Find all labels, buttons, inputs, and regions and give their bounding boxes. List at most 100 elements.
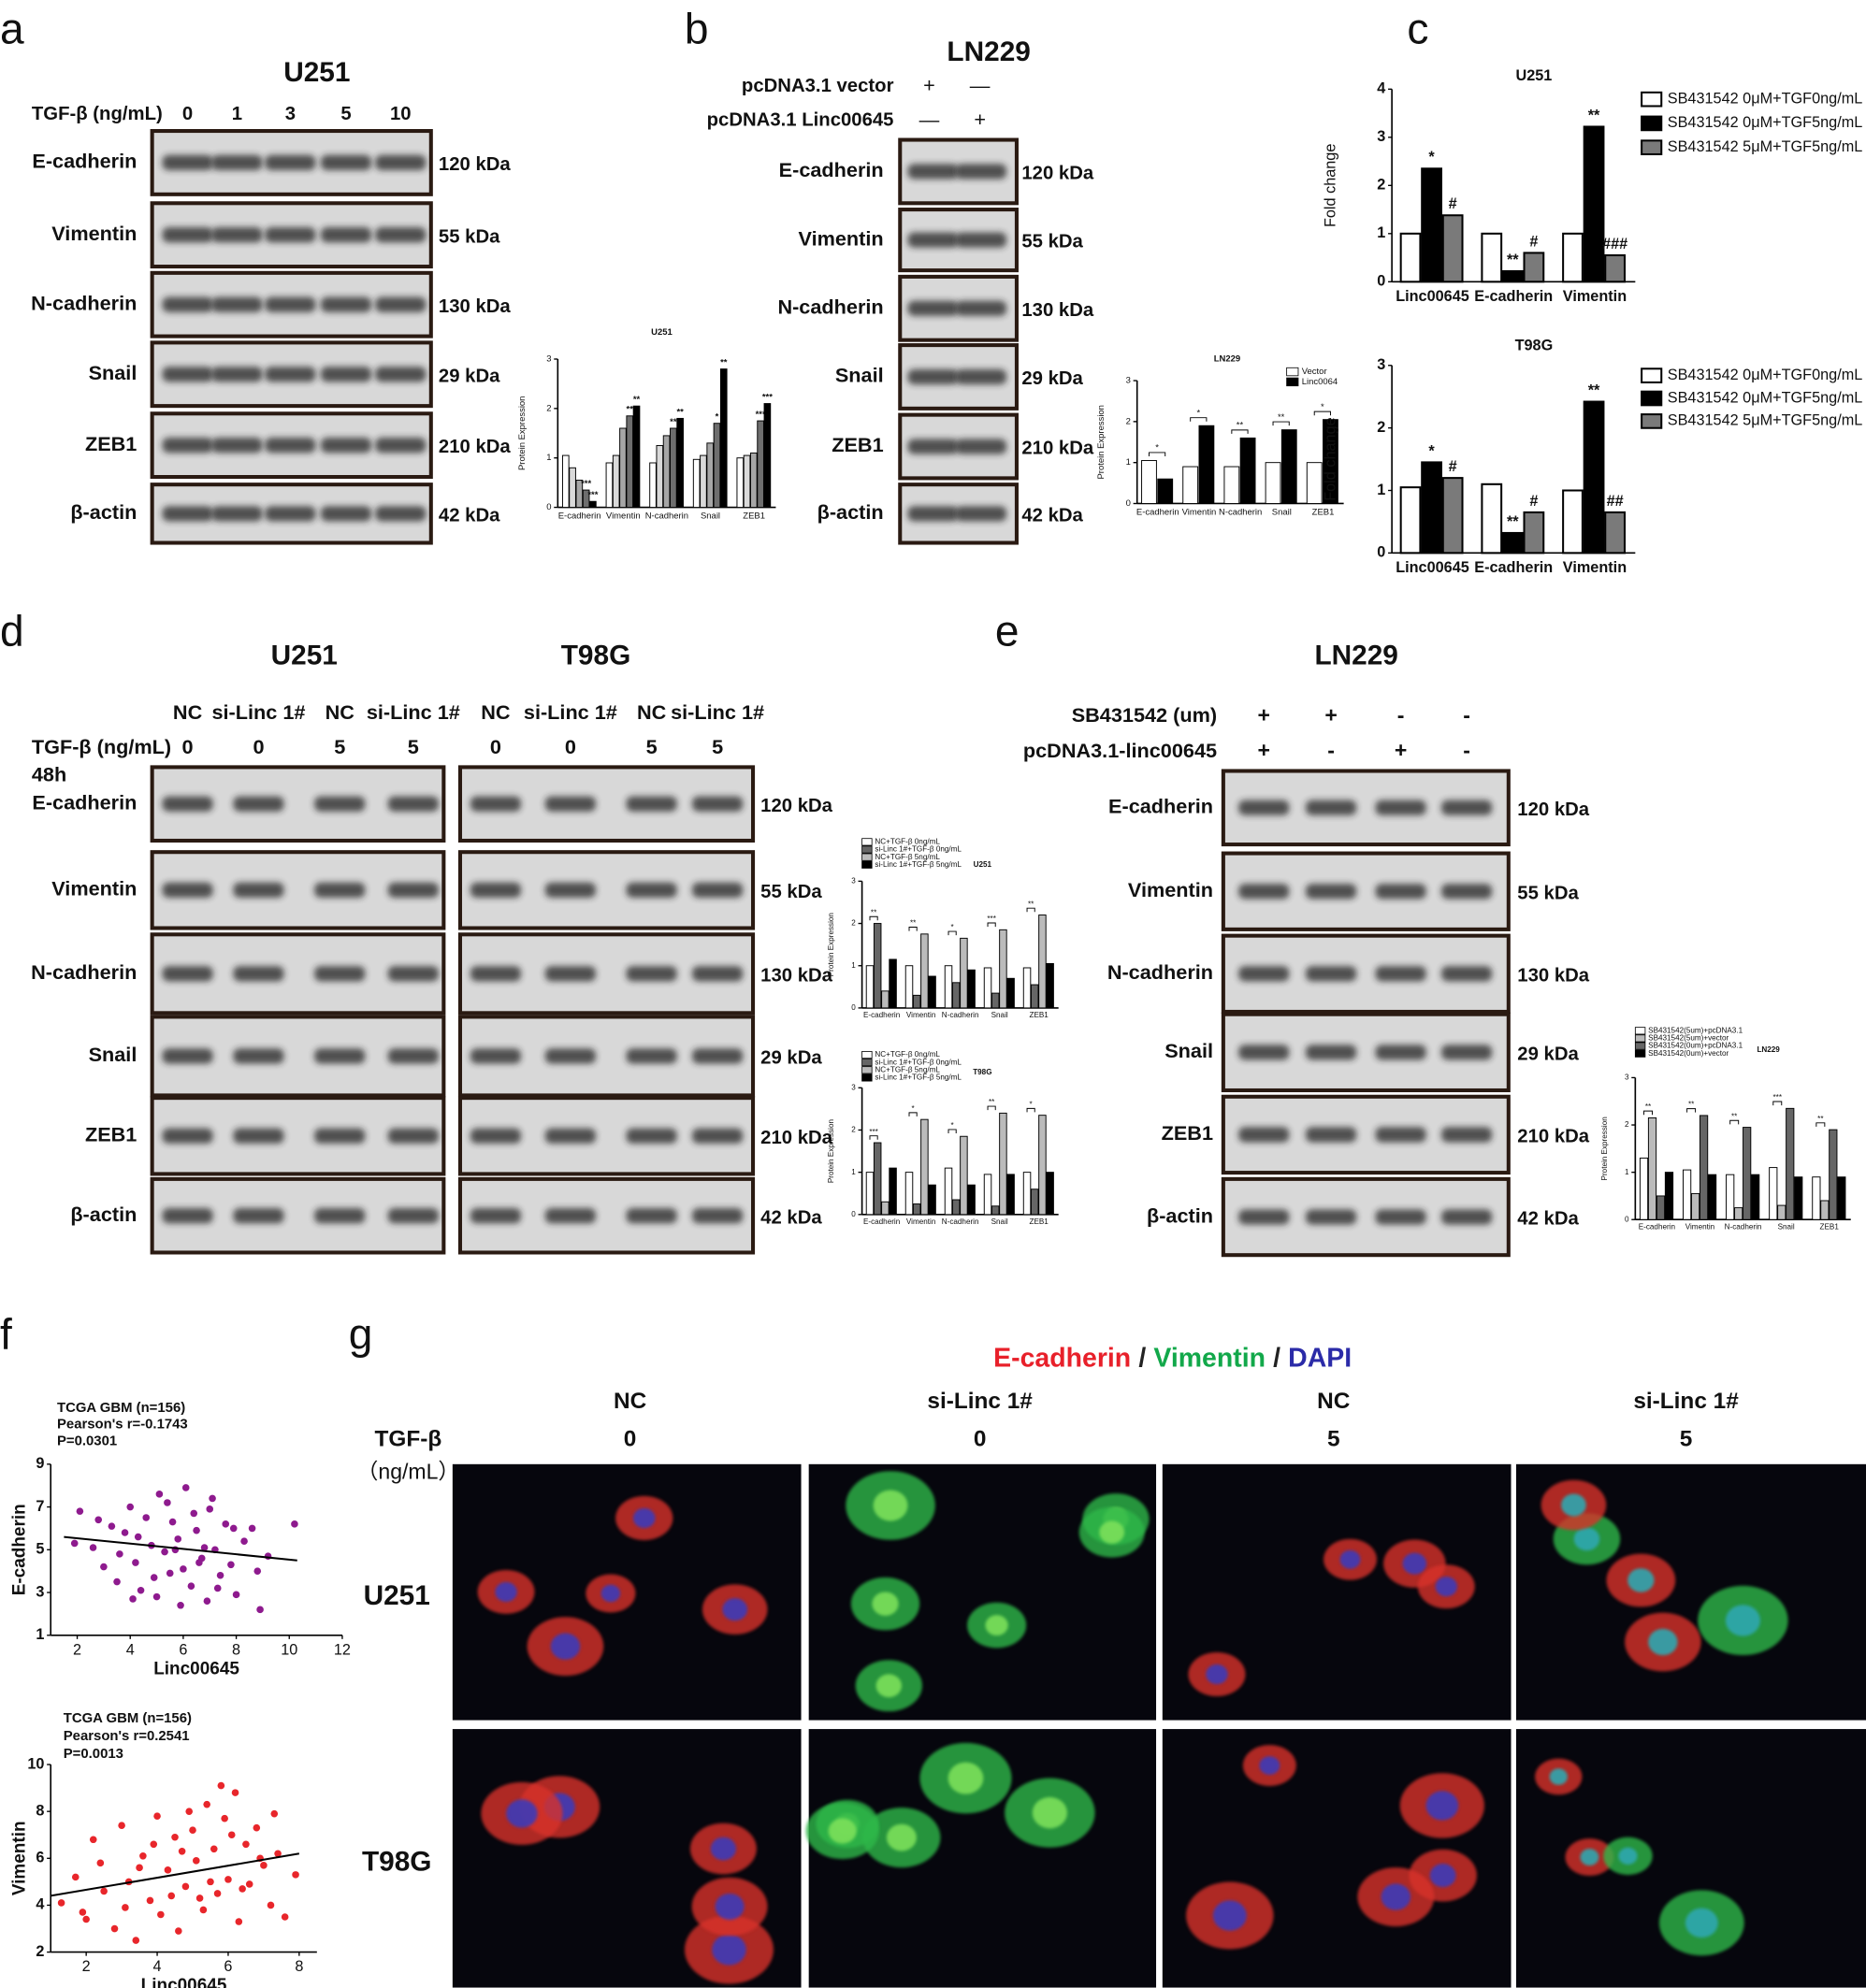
bar bbox=[757, 420, 764, 509]
blot-band bbox=[1305, 884, 1357, 900]
point bbox=[178, 1847, 186, 1855]
blot-band bbox=[470, 796, 522, 812]
dose-label: 0 bbox=[182, 104, 193, 124]
size-label: 130 kDa bbox=[760, 965, 832, 986]
condition-label: SB431542 (um) bbox=[1072, 703, 1217, 727]
size-label: 120 kDa bbox=[760, 796, 832, 816]
y-tick-label: 4 bbox=[36, 1896, 44, 1913]
bar bbox=[865, 965, 875, 1009]
chart-title: LN229 bbox=[1214, 353, 1240, 364]
blot-band bbox=[162, 438, 213, 454]
blot-band bbox=[375, 154, 427, 171]
point bbox=[157, 1910, 165, 1919]
x-tick-label: E-cadherin bbox=[1474, 559, 1553, 576]
bar bbox=[1006, 977, 1015, 1009]
cell-nucleus bbox=[1648, 1628, 1678, 1656]
cell-nucleus bbox=[1549, 1768, 1568, 1785]
bar bbox=[1038, 1115, 1047, 1216]
point bbox=[96, 1859, 105, 1867]
group-label: NC bbox=[481, 700, 511, 724]
group-label: NC bbox=[637, 700, 667, 724]
bar bbox=[750, 452, 758, 509]
cell-nucleus bbox=[506, 1799, 538, 1828]
stain-title: E-cadherin / Vimentin / DAPI bbox=[993, 1343, 1352, 1373]
condition-mark: - bbox=[1463, 738, 1470, 762]
bar bbox=[1046, 962, 1054, 1009]
bar bbox=[1562, 489, 1584, 555]
point bbox=[256, 1606, 264, 1614]
legend-label: SB431542(0um)+pcDNA3.1 bbox=[1648, 1042, 1743, 1050]
blot-band bbox=[955, 506, 1007, 522]
significance-label: # bbox=[1529, 233, 1538, 250]
point bbox=[79, 1909, 87, 1916]
bar bbox=[904, 965, 914, 1009]
significance-bracket bbox=[869, 1135, 878, 1140]
significance-label: ** bbox=[871, 908, 877, 916]
bar bbox=[1182, 466, 1199, 504]
bar bbox=[1481, 232, 1503, 283]
panel-label: c bbox=[1407, 5, 1428, 53]
y-tick-label: 1 bbox=[851, 1168, 856, 1176]
point bbox=[217, 1781, 225, 1790]
point bbox=[142, 1514, 151, 1521]
point bbox=[213, 1890, 222, 1897]
chart-title: T98G bbox=[1515, 338, 1554, 354]
point bbox=[203, 1800, 210, 1808]
condition-label: pcDNA3.1 Linc00645 bbox=[707, 110, 894, 131]
legend-label: si-Linc 1#+TGF-β 5ng/mL bbox=[875, 1073, 962, 1082]
chart-title: LN229 bbox=[1757, 1045, 1780, 1054]
blot-band bbox=[470, 1128, 522, 1144]
annotation: TCGA GBM (n=156) bbox=[64, 1711, 192, 1726]
cell-nucleus bbox=[985, 1615, 1008, 1636]
bar bbox=[1399, 232, 1422, 283]
protein-label: ZEB1 bbox=[1162, 1121, 1213, 1145]
legend-label: NC+TGF-β 0ng/mL bbox=[875, 838, 940, 846]
point bbox=[150, 1840, 158, 1849]
cell-nucleus bbox=[1259, 1756, 1280, 1775]
blot-band bbox=[162, 154, 213, 171]
legend-swatch bbox=[1641, 115, 1663, 132]
x-tick-label: ZEB1 bbox=[1030, 1011, 1049, 1019]
y-tick-label: 2 bbox=[1126, 416, 1131, 426]
legend-swatch bbox=[861, 1059, 873, 1067]
cell-nucleus bbox=[1627, 1568, 1655, 1592]
significance-bracket bbox=[1772, 1101, 1783, 1106]
x-tick-label: 8 bbox=[295, 1958, 303, 1975]
annotation: P=0.0013 bbox=[64, 1747, 123, 1762]
point bbox=[227, 1831, 236, 1839]
bar bbox=[960, 1135, 968, 1216]
x-tick-label: N-cadherin bbox=[1219, 507, 1262, 517]
bar bbox=[1656, 1195, 1666, 1220]
dose-label: 5 bbox=[408, 735, 419, 758]
bar bbox=[706, 442, 715, 509]
significance-label: ### bbox=[1602, 236, 1627, 252]
legend-label: SB431542 5μM+TGF5ng/mL bbox=[1668, 412, 1863, 429]
dose-label: 10 bbox=[390, 104, 412, 124]
x-axis-label: Linc00645 bbox=[141, 1976, 227, 1988]
y-axis-label: Protein Expression bbox=[1600, 1116, 1609, 1180]
cell-nucleus bbox=[1561, 1493, 1586, 1517]
legend-swatch bbox=[861, 860, 873, 869]
y-axis-label: Protein Expression bbox=[827, 1119, 835, 1183]
blot-band bbox=[907, 300, 959, 316]
point bbox=[281, 1913, 289, 1921]
bar bbox=[763, 403, 772, 509]
significance-bracket bbox=[1231, 429, 1249, 434]
y-tick-label: 0 bbox=[851, 1003, 856, 1012]
blot-band bbox=[320, 296, 372, 312]
bar bbox=[967, 969, 976, 1009]
treatment-label: TGF-β bbox=[375, 1427, 442, 1452]
size-label: 120 kDa bbox=[1517, 800, 1589, 820]
significance-bracket bbox=[1026, 907, 1035, 913]
panel-label: a bbox=[0, 5, 24, 53]
dose-label: 5 bbox=[712, 735, 723, 758]
y-axis-label: Protein Expression bbox=[1096, 405, 1107, 479]
blot-band bbox=[387, 882, 439, 898]
blot-band bbox=[314, 796, 366, 812]
point bbox=[248, 1524, 256, 1533]
protein-label: Vimentin bbox=[51, 222, 137, 245]
y-tick-label: 3 bbox=[546, 353, 551, 364]
blot-band bbox=[907, 506, 959, 522]
blot-band bbox=[1238, 800, 1290, 815]
size-label: 55 kDa bbox=[439, 226, 500, 247]
